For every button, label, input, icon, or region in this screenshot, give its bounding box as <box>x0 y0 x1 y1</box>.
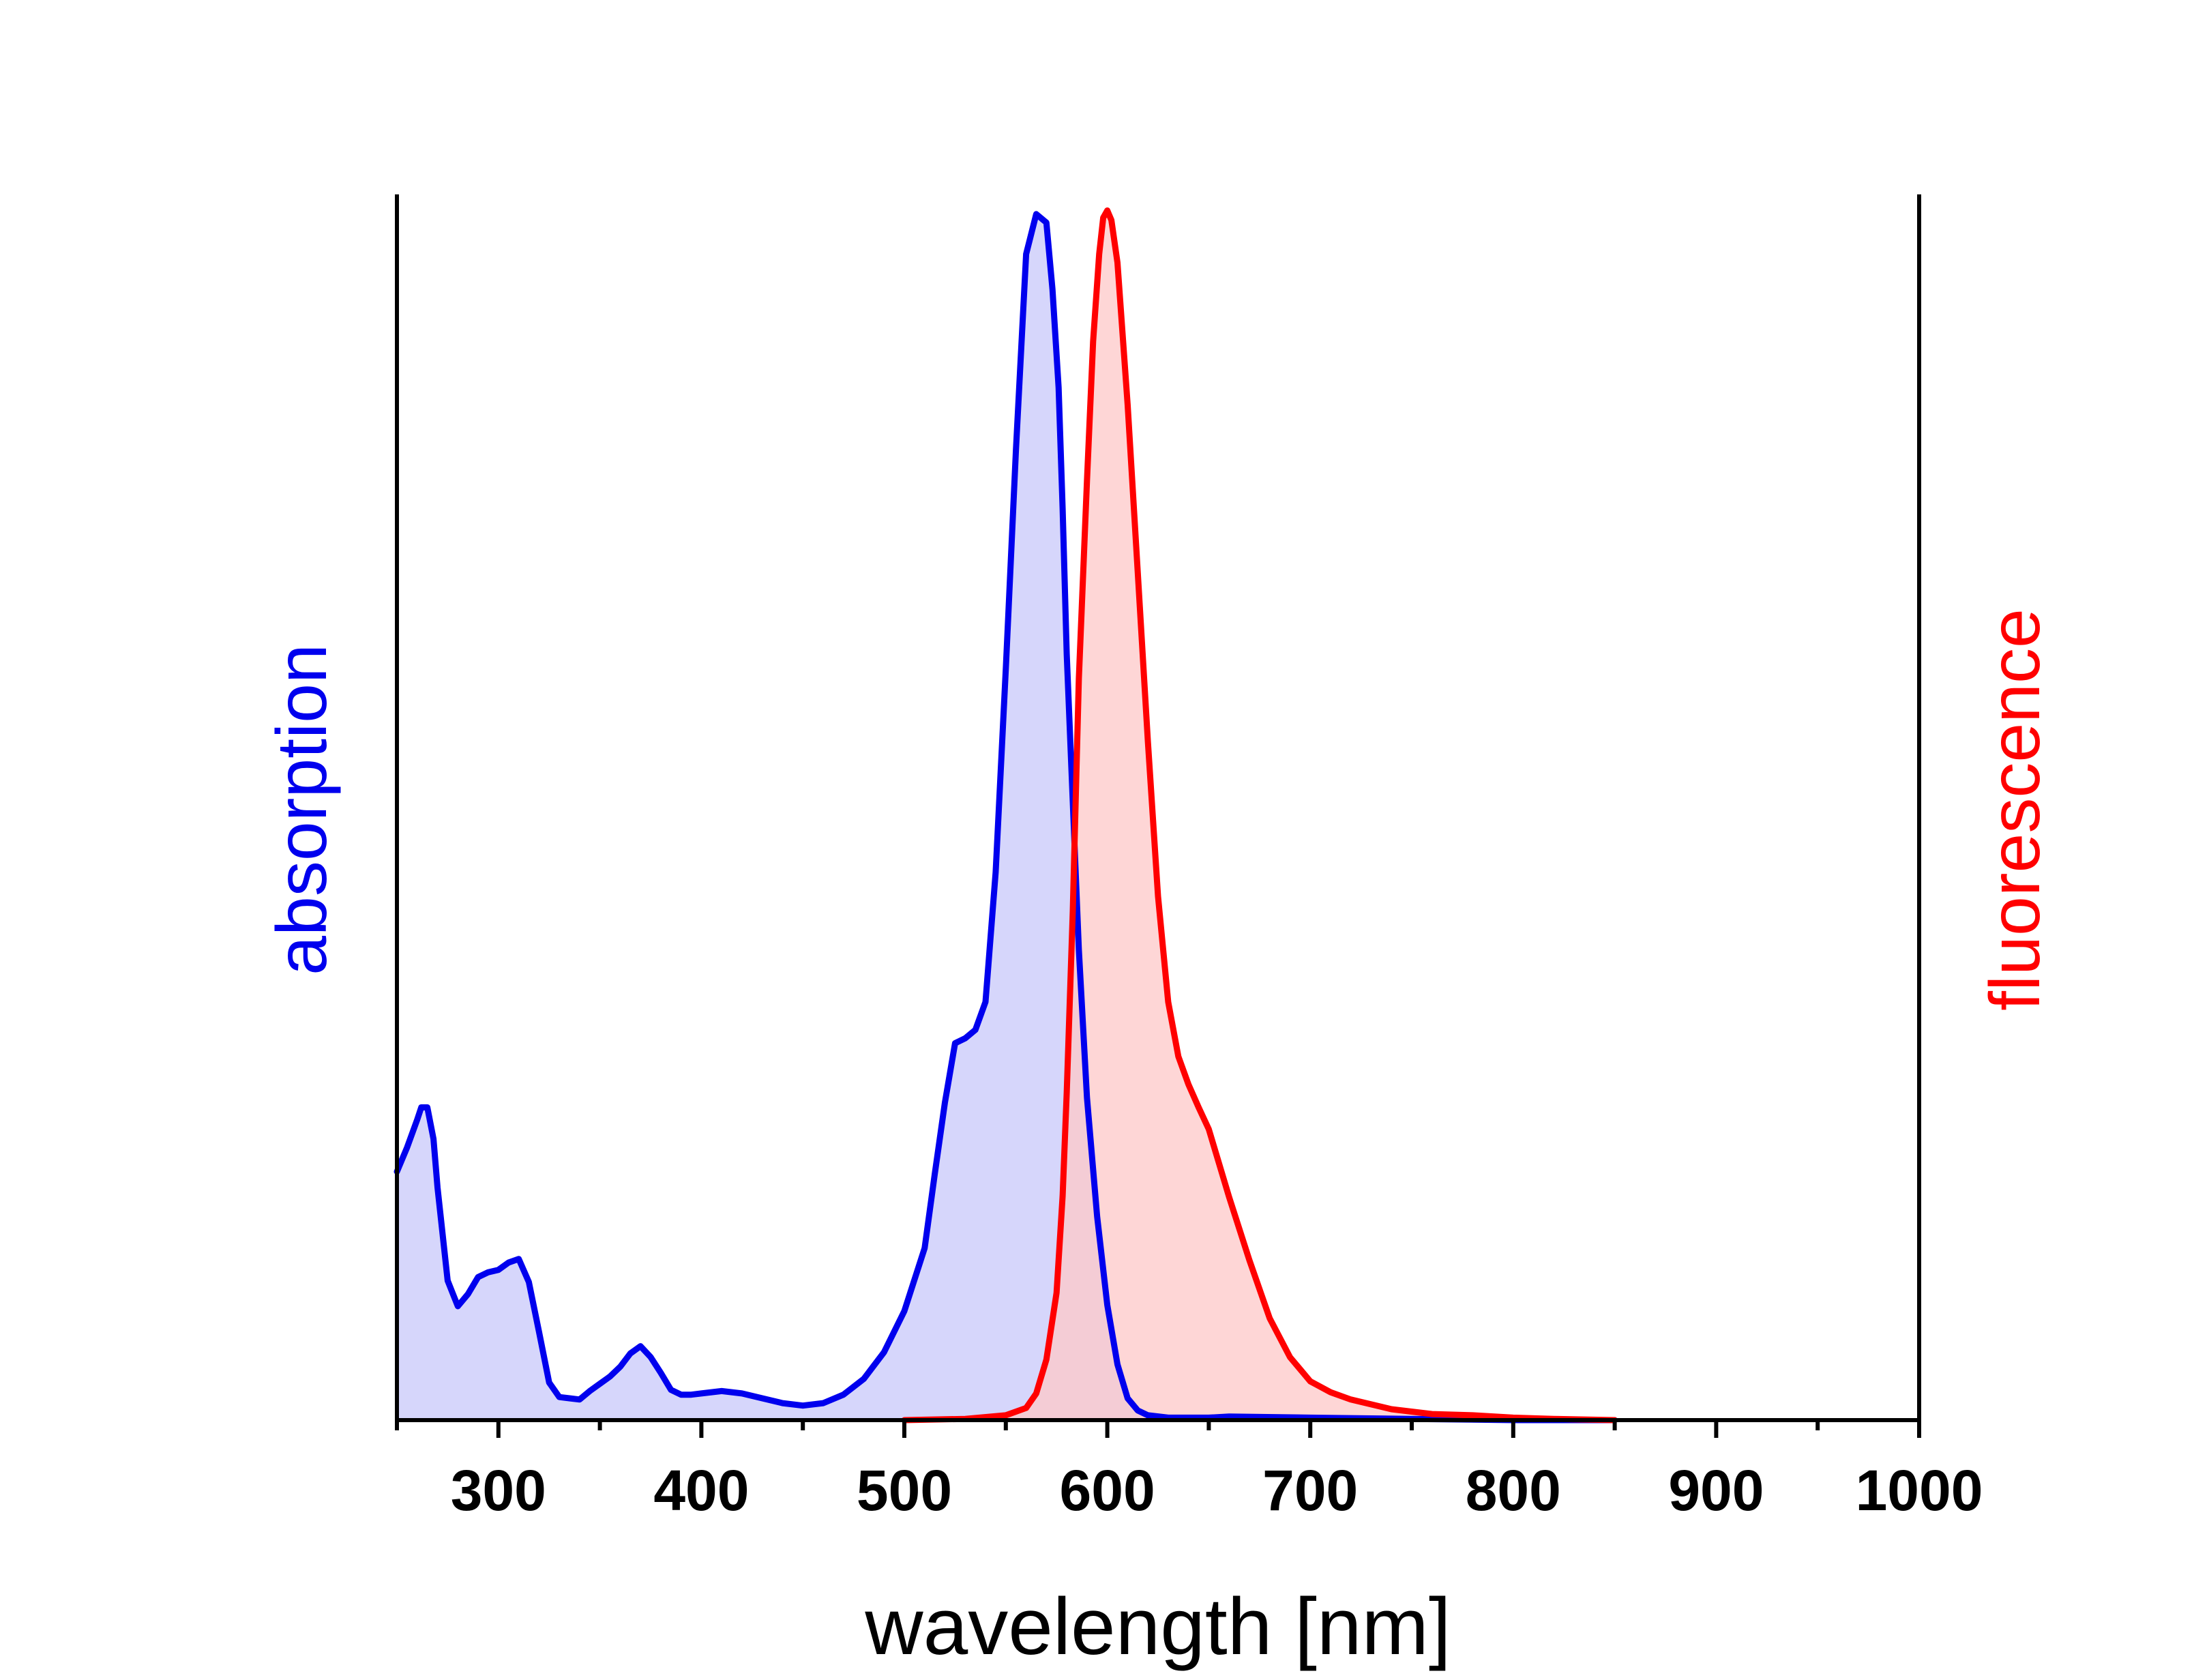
y-axis-title-right: fluorescence <box>1976 608 2055 1011</box>
plot-area <box>394 207 1618 1424</box>
absorption-area <box>397 213 1615 1420</box>
absorption-line <box>394 211 1618 1424</box>
x-tick-label: 400 <box>653 1458 749 1522</box>
fluorescence-line <box>901 207 1618 1424</box>
x-tick-label: 1000 <box>1856 1458 1983 1522</box>
y-axis-title-left: absorption <box>263 644 342 975</box>
x-tick-label: 600 <box>1060 1458 1155 1522</box>
x-tick-label: 900 <box>1668 1458 1764 1522</box>
x-tick-label: 500 <box>857 1458 952 1522</box>
x-axis-title: wavelength [nm] <box>864 1582 1451 1672</box>
x-tick-label: 300 <box>451 1458 546 1522</box>
x-tick-label: 800 <box>1466 1458 1561 1522</box>
fluorescence-area <box>904 210 1615 1421</box>
x-tick-label: 700 <box>1262 1458 1358 1522</box>
x-axis: 300 400 500 600 700 800 900 1000 <box>395 1418 1983 1522</box>
